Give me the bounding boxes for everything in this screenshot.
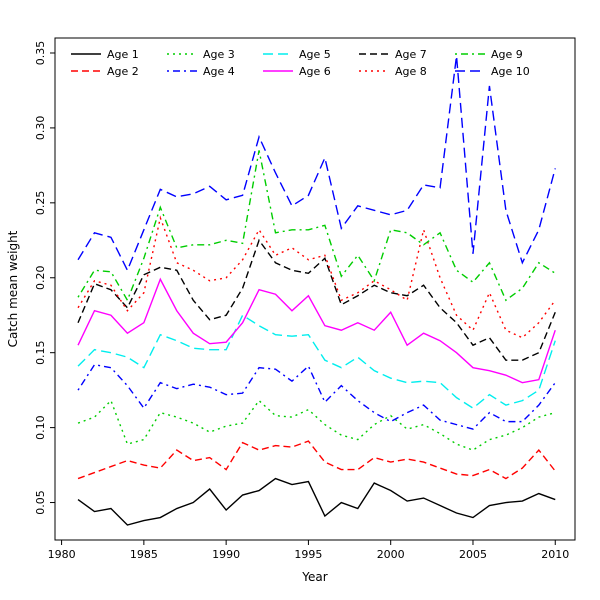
series-line-age-8 bbox=[77, 215, 556, 339]
y-tick-label: 0.05 bbox=[34, 490, 47, 515]
legend-entry-age-3: Age 3 bbox=[167, 48, 235, 61]
legend-entry-age-2: Age 2 bbox=[71, 65, 139, 78]
series-line-age-10 bbox=[77, 55, 556, 272]
series-line-age-6 bbox=[77, 277, 556, 384]
series-line-age-7 bbox=[77, 238, 556, 361]
series-line-age-4 bbox=[77, 363, 556, 430]
y-tick-label: 0.20 bbox=[34, 266, 47, 291]
legend-label: Age 9 bbox=[491, 48, 523, 61]
legend-entry-age-5: Age 5 bbox=[263, 48, 331, 61]
legend-label: Age 1 bbox=[107, 48, 139, 61]
x-tick-label: 1995 bbox=[294, 548, 322, 561]
y-tick-label: 0.10 bbox=[34, 415, 47, 440]
x-axis-label: Year bbox=[302, 570, 328, 584]
legend-label: Age 3 bbox=[203, 48, 235, 61]
legend-entry-age-6: Age 6 bbox=[263, 65, 331, 78]
legend: Age 1 Age 2 Age 3 Age 4 Age 5 Age 6 Age 7 Age 8… bbox=[71, 48, 530, 78]
legend-label: Age 10 bbox=[491, 65, 530, 78]
legend-label: Age 4 bbox=[203, 65, 235, 78]
legend-entry-age-7: Age 7 bbox=[359, 48, 427, 61]
x-tick-label: 1990 bbox=[212, 548, 240, 561]
legend-label: Age 5 bbox=[299, 48, 331, 61]
y-tick-label: 0.25 bbox=[34, 191, 47, 216]
legend-label: Age 2 bbox=[107, 65, 139, 78]
x-tick-label: 1985 bbox=[130, 548, 158, 561]
legend-entry-age-10: Age 10 bbox=[455, 65, 530, 78]
legend-entry-age-1: Age 1 bbox=[71, 48, 139, 61]
legend-label: Age 8 bbox=[395, 65, 427, 78]
series-line-age-2 bbox=[77, 440, 556, 480]
y-tick-label: 0.35 bbox=[34, 41, 47, 66]
legend-entry-age-4: Age 4 bbox=[167, 65, 235, 78]
legend-entry-age-9: Age 9 bbox=[455, 48, 523, 61]
series-line-age-3 bbox=[77, 399, 556, 451]
y-tick-label: 0.30 bbox=[34, 116, 47, 141]
x-tick-label: 2010 bbox=[541, 548, 569, 561]
legend-label: Age 7 bbox=[395, 48, 427, 61]
series-line-age-1 bbox=[77, 477, 556, 526]
series-line-age-5 bbox=[77, 314, 556, 409]
x-tick-label: 1980 bbox=[48, 548, 76, 561]
x-tick-label: 2005 bbox=[459, 548, 487, 561]
legend-entry-age-8: Age 8 bbox=[359, 65, 427, 78]
legend-label: Age 6 bbox=[299, 65, 331, 78]
x-tick-label: 2000 bbox=[377, 548, 405, 561]
series-line-age-9 bbox=[77, 150, 556, 302]
y-tick-label: 0.15 bbox=[34, 340, 47, 365]
y-axis-label: Catch mean weight bbox=[6, 230, 20, 348]
plot-box bbox=[54, 37, 576, 541]
